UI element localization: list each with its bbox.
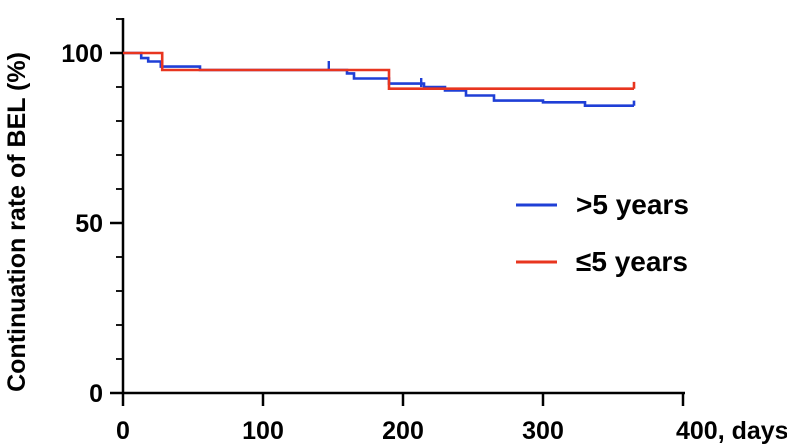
x-tick-label: 200 [382, 417, 424, 445]
y-axis-label: Continuation rate of BEL (%) [3, 52, 31, 392]
y-minor-ticks [116, 18, 123, 360]
legend: >5 years ≤5 years [516, 189, 689, 277]
y-tick-label: 100 [61, 40, 103, 68]
x-axis-end-label: 400, days [676, 417, 787, 445]
x-tick-label: 0 [116, 417, 130, 445]
legend-label-le5: ≤5 years [576, 246, 688, 277]
x-major-ticks: 0 100 200 300 [116, 393, 685, 445]
x-tick-label: 100 [242, 417, 284, 445]
y-major-ticks: 0 50 100 [61, 40, 123, 408]
series-line-1 [123, 51, 636, 90]
series-layer [123, 51, 636, 107]
y-tick-label: 50 [75, 210, 103, 238]
legend-label-gt5: >5 years [576, 189, 689, 220]
series-line-0 [123, 51, 636, 107]
x-tick-label: 300 [522, 417, 564, 445]
y-tick-label: 0 [89, 380, 103, 408]
